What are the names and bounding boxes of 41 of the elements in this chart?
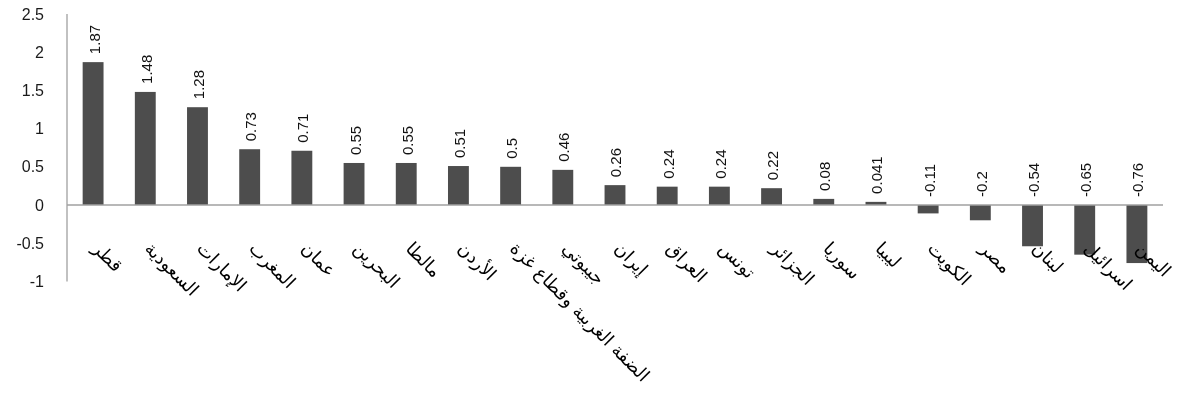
data-label: 1.28: [189, 70, 207, 100]
data-label: 0.55: [346, 125, 364, 155]
x-tick-label: العراق: [662, 237, 712, 288]
data-label: 0.55: [398, 125, 416, 155]
data-label: 0.51: [450, 128, 468, 159]
data-label: -0.11: [920, 163, 938, 197]
data-label: -0.2: [972, 171, 990, 197]
x-tick-label: الأردن: [454, 237, 501, 285]
x-tick-label: الكويت: [923, 237, 976, 291]
data-label: 0.73: [242, 112, 260, 142]
y-tick-label: 1: [35, 120, 45, 138]
data-label: 0.041: [868, 156, 886, 194]
data-label: -0.76: [1129, 162, 1147, 197]
data-label: 0.46: [555, 132, 573, 162]
data-label: 0.08: [816, 161, 834, 191]
data-label: 0.5: [503, 137, 521, 159]
data-label: -0.65: [1077, 162, 1095, 197]
x-tick-label: مصر: [974, 236, 1016, 279]
y-tick-label: 0: [35, 196, 45, 214]
data-label: 1.87: [85, 24, 103, 55]
x-tick-label: لبنان: [1028, 237, 1068, 278]
x-tick-label: عمان: [297, 237, 341, 281]
y-tick-label: -0.5: [16, 234, 45, 252]
data-label: 0.24: [659, 149, 677, 179]
x-tick-label: إيران: [609, 237, 653, 281]
x-tick-label: الجزائر: [765, 236, 819, 290]
y-tick-label: 2.5: [21, 5, 45, 23]
x-tick-label: سوريا: [818, 237, 865, 284]
data-label: -0.54: [1025, 162, 1043, 197]
y-tick-label: 1.5: [21, 81, 45, 99]
y-tick-label: -1: [29, 272, 45, 290]
data-label: 1.48: [137, 54, 155, 84]
data-label: 0.24: [711, 149, 729, 179]
y-tick-label: 2: [35, 43, 45, 61]
x-tick-label: ليبيا: [871, 237, 906, 272]
y-tick-label: 0.5: [21, 158, 45, 176]
x-tick-label: تونس: [714, 237, 760, 284]
data-label: 0.22: [764, 150, 782, 181]
x-tick-label: قطر: [87, 236, 128, 277]
data-label: 0.26: [607, 147, 625, 178]
data-label: 0.71: [294, 113, 312, 143]
